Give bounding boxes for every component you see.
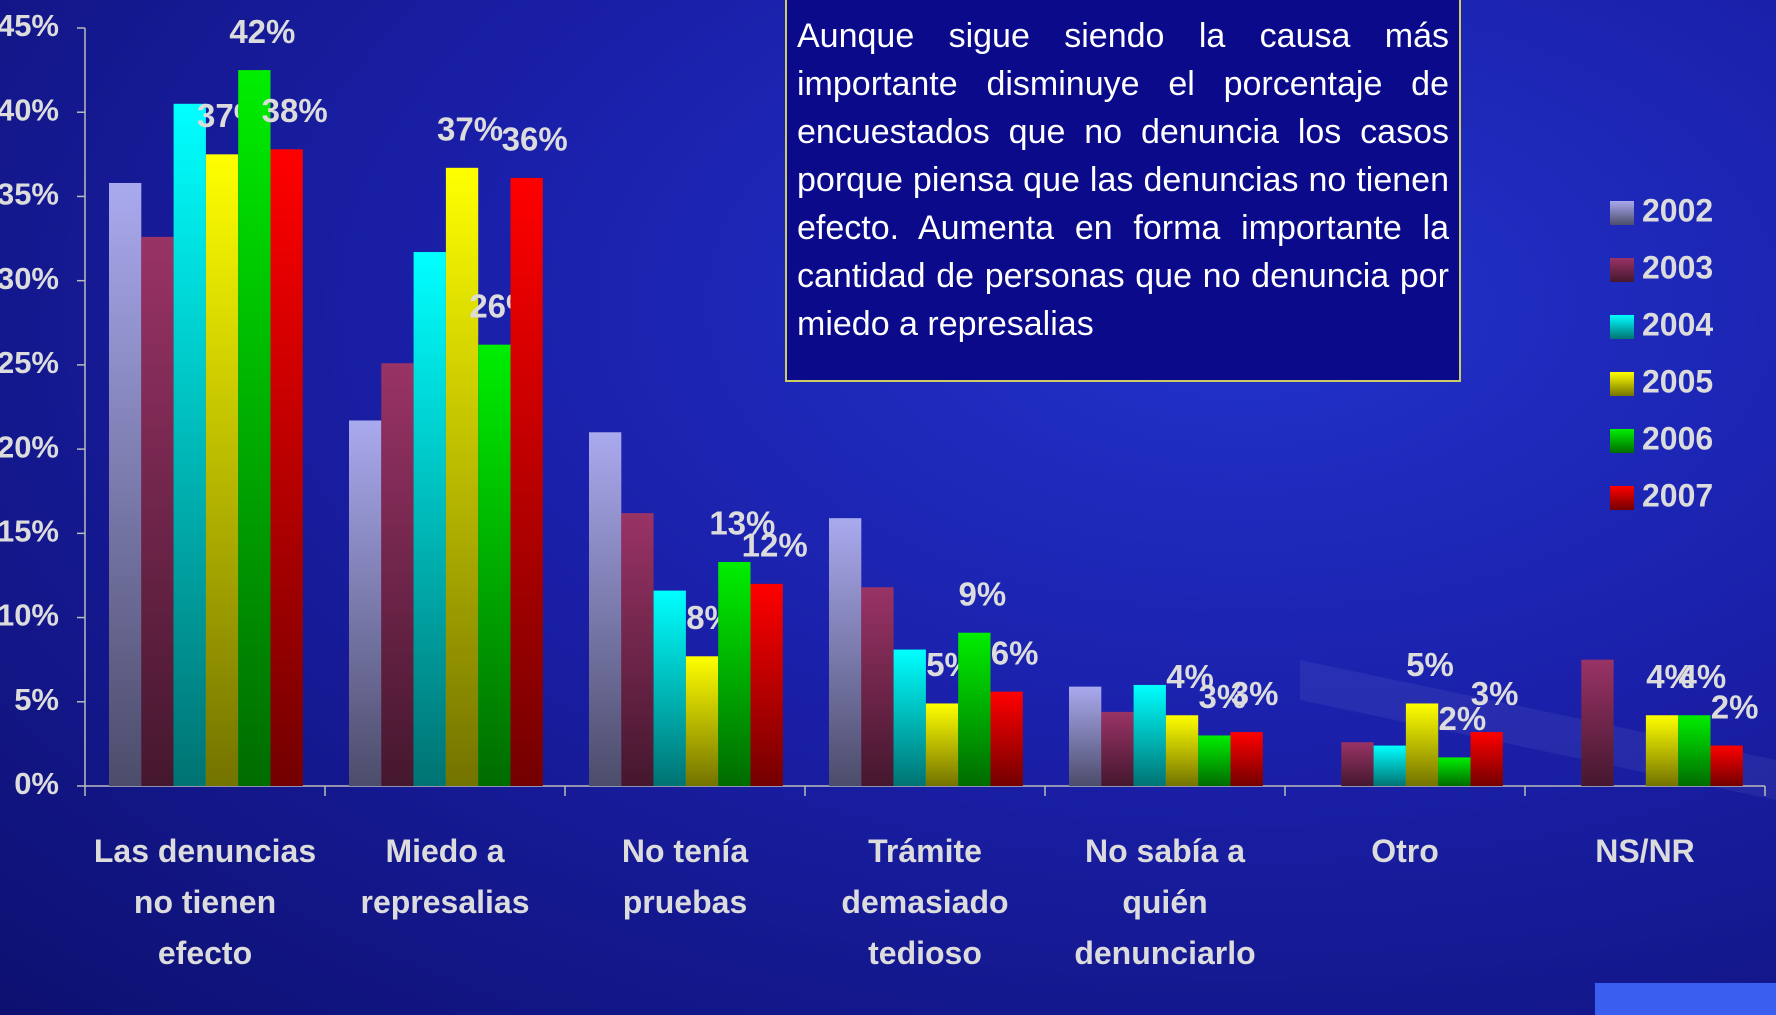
value-label: 42% — [229, 13, 295, 50]
y-tick-label: 40% — [0, 92, 59, 127]
x-tick-label: Las denuncias no tienen efecto — [93, 833, 317, 971]
y-tick-label: 5% — [14, 682, 59, 717]
value-label: 9% — [958, 575, 1006, 612]
bar-shade — [1710, 745, 1743, 786]
bar-shade — [685, 656, 719, 786]
decor-box — [1595, 983, 1776, 1015]
x-tick-label: Miedo a represalias — [360, 833, 530, 920]
legend-swatch-shade — [1610, 372, 1634, 396]
value-label: 3% — [1231, 675, 1279, 712]
bar-shade — [1581, 659, 1614, 786]
value-label: 5% — [1406, 646, 1454, 683]
bar-shade — [413, 252, 446, 786]
bar-shade — [750, 583, 783, 786]
bar-shade — [1198, 735, 1231, 786]
legend-swatch-shade — [1610, 429, 1634, 453]
bar-shade — [1230, 732, 1263, 786]
bar-shade — [141, 236, 174, 787]
x-tick-label: No tenía pruebas — [621, 833, 749, 920]
bar-shade — [1438, 757, 1471, 786]
bar-shade — [1101, 711, 1134, 786]
bar-shade — [1133, 684, 1166, 786]
legend-swatch-shade — [1610, 486, 1634, 510]
x-tick-label: NS/NR — [1595, 833, 1695, 869]
bar-shade — [109, 182, 142, 787]
bar-shade — [1645, 715, 1679, 786]
bar-shade — [478, 344, 511, 786]
bar-shade — [1678, 715, 1711, 786]
bar-shade — [1341, 742, 1374, 786]
legend-label: 2004 — [1642, 306, 1713, 342]
value-label: 13% — [709, 505, 775, 542]
bar-shade — [990, 691, 1023, 786]
bar-shade — [589, 432, 622, 786]
bar-shade — [718, 561, 751, 786]
y-tick-label: 10% — [0, 598, 59, 633]
x-tick-label: Trámite demasiado tedioso — [841, 833, 1009, 971]
legend-swatch-shade — [1610, 201, 1634, 225]
bar-shade — [925, 703, 959, 786]
x-tick-label: No sabía a quién denunciarlo — [1074, 833, 1256, 971]
bar-shade — [349, 420, 382, 786]
legend-label: 2006 — [1642, 420, 1713, 456]
y-tick-label: 35% — [0, 177, 59, 212]
x-tick-label: Otro — [1371, 833, 1439, 869]
value-label: 3% — [1471, 675, 1519, 712]
bar-shade — [861, 587, 894, 786]
bar-shade — [958, 632, 991, 786]
value-label: 4% — [1166, 658, 1214, 695]
annotation: Aunque sigue siendo la causa más importa… — [785, 0, 1461, 382]
bar-shade — [1470, 732, 1503, 786]
legend-label: 2005 — [1642, 363, 1713, 399]
legend-swatch-shade — [1610, 258, 1634, 282]
value-label: 2% — [1438, 700, 1486, 737]
value-label: 3% — [1198, 678, 1246, 715]
bar-shade — [653, 590, 686, 786]
bar-shade — [1373, 745, 1406, 786]
bar-shade — [205, 154, 239, 787]
bar-shade — [381, 363, 414, 786]
bar-shade — [238, 70, 271, 787]
value-label: 38% — [262, 92, 328, 129]
bar-shade — [510, 177, 543, 787]
bar-shade — [621, 513, 654, 786]
y-tick-label: 45% — [0, 8, 59, 43]
bar-shade — [829, 518, 862, 786]
y-tick-label: 20% — [0, 429, 59, 464]
legend-label: 2007 — [1642, 477, 1713, 513]
y-tick-label: 0% — [14, 766, 59, 801]
value-label: 37% — [437, 111, 503, 148]
bar-shade — [1069, 686, 1102, 786]
value-label: 12% — [742, 527, 808, 564]
bar-shade — [445, 167, 479, 786]
value-label: 4% — [1646, 658, 1694, 695]
bar-shade — [270, 149, 303, 786]
legend-label: 2002 — [1642, 192, 1713, 228]
legend-swatch-shade — [1610, 315, 1634, 339]
y-tick-label: 15% — [0, 514, 59, 549]
bar-shade — [173, 103, 206, 787]
value-label: 2% — [1711, 688, 1759, 725]
bar-shade — [1405, 703, 1439, 786]
legend-label: 2003 — [1642, 249, 1713, 285]
y-tick-label: 25% — [0, 345, 59, 380]
y-tick-label: 30% — [0, 261, 59, 296]
bar-shade — [893, 649, 926, 786]
value-label: 36% — [502, 121, 568, 158]
bar-shade — [1165, 715, 1199, 786]
value-label: 6% — [991, 634, 1039, 671]
value-label: 4% — [1678, 658, 1726, 695]
